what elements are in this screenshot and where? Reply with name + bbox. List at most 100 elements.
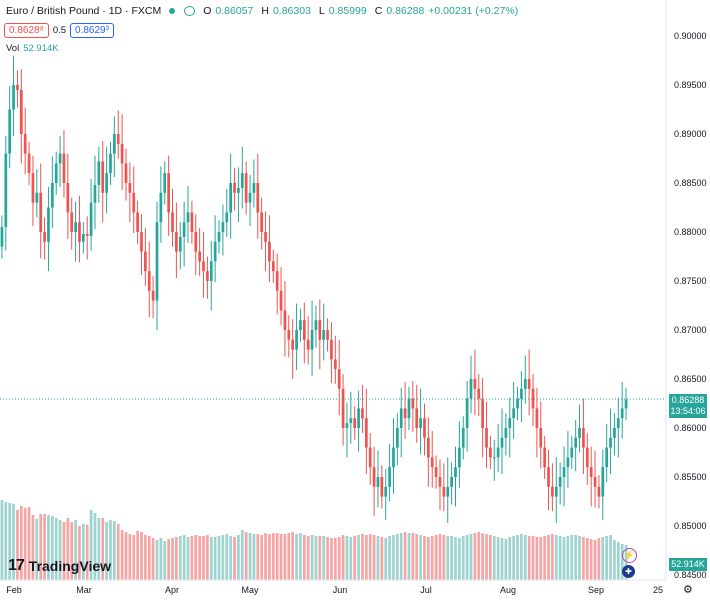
candle-body [473, 379, 477, 389]
volume-bar [140, 532, 143, 580]
volume-bar [481, 533, 484, 580]
candle-body [194, 232, 198, 252]
volume-bar [70, 522, 74, 580]
volume-bar [446, 536, 450, 580]
volume-bar [419, 535, 422, 580]
candle-body [364, 418, 368, 448]
candle-body [299, 320, 302, 330]
candle-body [70, 212, 74, 232]
low-key: L [318, 5, 325, 17]
candle-body [186, 212, 190, 223]
price-tick-label: 0.88000 [674, 227, 707, 237]
volume-bar [78, 526, 81, 580]
volume-bar [225, 534, 229, 580]
candle-body [403, 408, 407, 419]
volume-bar [136, 531, 139, 580]
volume-bar [469, 534, 473, 580]
trade-panel: 0.8628⁸ 0.5 0.8629³ [4, 23, 114, 38]
candle-body [585, 447, 589, 468]
candle-body [531, 388, 535, 409]
volume-bar [620, 544, 624, 580]
price-tick-label: 0.88500 [674, 178, 707, 188]
volume-bar [407, 533, 411, 580]
candle-body [16, 85, 19, 90]
volume-bar [97, 518, 101, 580]
candle-body [597, 486, 601, 497]
volume-bar [520, 534, 523, 580]
volume-bar [155, 540, 159, 580]
candle-body [279, 290, 283, 311]
candle-body [209, 261, 213, 281]
candle-body [202, 261, 205, 272]
price-axis[interactable]: 0.90000 0.89500 0.89000 0.88500 0.88000 0.875… [674, 31, 707, 580]
price-tick-label: 0.89000 [674, 129, 707, 139]
candle-body [492, 457, 496, 459]
candle-body [504, 428, 508, 438]
volume-bar [609, 535, 612, 580]
candle-body [318, 320, 322, 340]
volume-bar [27, 507, 31, 580]
volume-bar [105, 522, 108, 580]
symbol-title[interactable]: Euro / British Pound · 1D · FXCM [6, 5, 162, 17]
candle-body [248, 192, 252, 203]
volume-bar [50, 516, 54, 580]
volume-tag: 52.914K [669, 558, 707, 571]
candle-body [407, 398, 411, 419]
volume-bar [473, 533, 477, 580]
candle-body [547, 467, 550, 487]
price-tick-label: 0.85500 [674, 472, 707, 482]
visibility-icon[interactable] [184, 6, 196, 16]
volume-bar [12, 504, 15, 580]
volume-bar [558, 536, 562, 580]
volume-bar [287, 533, 291, 580]
candle-body [19, 89, 23, 134]
volume-bar [113, 521, 116, 580]
candle-body [574, 437, 578, 448]
volume-bar [178, 536, 182, 580]
volume-bar [74, 520, 77, 580]
gear-icon[interactable]: ⚙ [683, 584, 693, 596]
candle-body [35, 192, 39, 203]
candle-body [302, 320, 306, 340]
candle-body [306, 339, 310, 350]
candle-body [520, 388, 523, 399]
candle-body [314, 320, 318, 330]
candle-body [496, 447, 500, 458]
volume-bar [229, 536, 233, 580]
candle-body [283, 310, 287, 330]
candle-body [237, 187, 240, 193]
volume-bar [357, 535, 360, 580]
volume-bar [527, 536, 531, 580]
volume-bar [547, 535, 550, 580]
candle-body [489, 447, 492, 458]
candle-body [275, 271, 279, 291]
volume-bar [260, 535, 264, 580]
candle-body [23, 134, 27, 154]
candle-body [535, 408, 539, 428]
volume-label[interactable]: Vol [6, 43, 20, 54]
candle-body [271, 261, 275, 272]
volume-legend: Vol 52.914K [6, 43, 59, 54]
candle-body [551, 486, 554, 497]
time-tick-label: Apr [165, 585, 179, 595]
uk-flag-icon[interactable]: ✚ [622, 565, 635, 578]
volume-bar [268, 534, 271, 580]
time-tick-label: Mar [76, 585, 92, 595]
candle-body [155, 222, 159, 301]
volume-bar [333, 538, 337, 580]
volume-bar [0, 500, 4, 580]
sell-button[interactable]: 0.8628⁸ [4, 23, 49, 38]
time-axis[interactable]: Feb Mar Apr May Jun Jul Aug Sep 25 [6, 585, 663, 595]
lightning-icon[interactable]: ⚡ [622, 548, 637, 563]
volume-bar [574, 535, 578, 580]
candle-body [31, 173, 35, 203]
volume-bar [194, 535, 198, 580]
volume-bar [551, 534, 554, 580]
volume-bar [458, 538, 461, 580]
candle-body [206, 271, 209, 281]
volume-bar [616, 542, 620, 580]
candle-body [469, 379, 473, 399]
tradingview-logo[interactable]: 17 TradingView [8, 557, 111, 575]
buy-button[interactable]: 0.8629³ [70, 23, 114, 38]
